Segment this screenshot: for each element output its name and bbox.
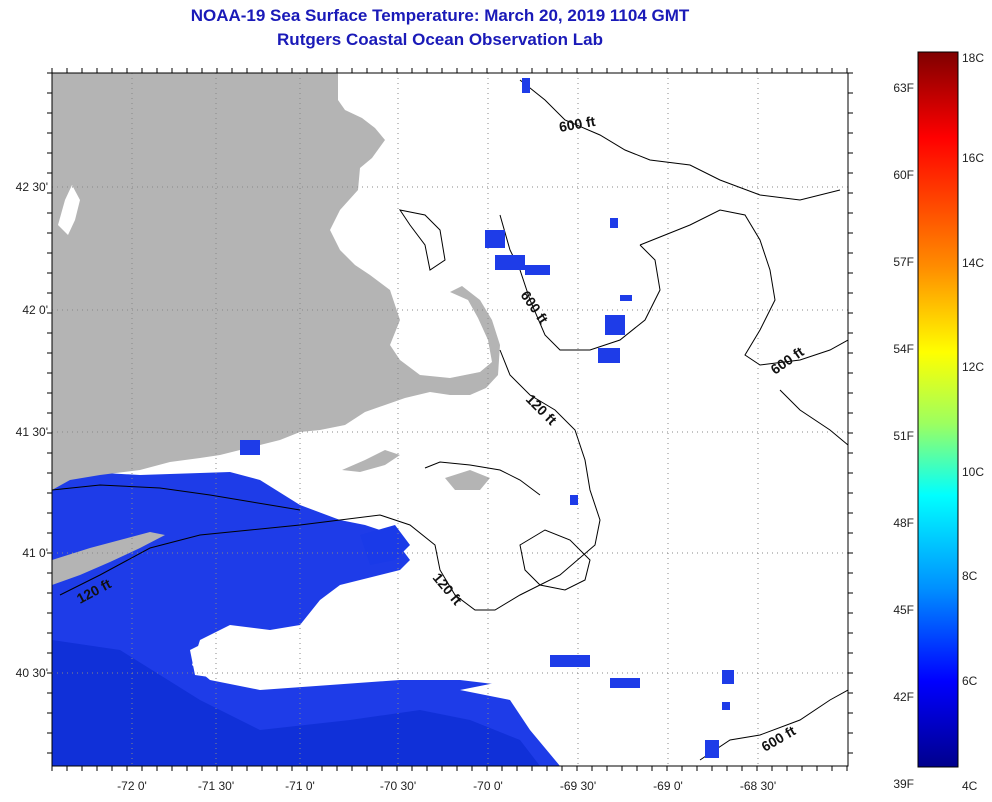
contour-south-600ft [699, 689, 848, 761]
sst-scattered-retrievals [240, 78, 734, 758]
contour-label: 600 ft [558, 113, 597, 135]
land-nantucket [445, 470, 490, 490]
sst-water-deep [52, 640, 540, 766]
celsius-label: 14C [962, 256, 984, 270]
lon-label: -70 30' [380, 779, 416, 793]
cloud-patch [190, 630, 300, 680]
color-scale-bar [917, 51, 959, 768]
fahrenheit-label: 57F [893, 255, 914, 269]
lat-label: 41 0' [22, 546, 48, 560]
sst-water-southeast [360, 525, 410, 565]
lat-lon-grid [52, 73, 848, 766]
fahrenheit-label: 42F [893, 690, 914, 704]
fahrenheit-label: 54F [893, 342, 914, 356]
latitude-axis-labels: 42 30' 42 0' 41 30' 41 0' 40 30' [16, 180, 48, 680]
fahrenheit-label: 45F [893, 603, 914, 617]
land-long-island [52, 532, 165, 585]
map-area [52, 73, 848, 766]
lon-label: -71 30' [198, 779, 234, 793]
contour-shoal-georges [519, 529, 591, 591]
lat-label: 42 30' [16, 180, 48, 194]
lon-label: -72 0' [117, 779, 147, 793]
fahrenheit-label: 60F [893, 168, 914, 182]
contour-600ft-north [519, 79, 841, 201]
tick-marks [47, 68, 853, 771]
cloud-on-land [58, 185, 80, 235]
lon-label: -68 30' [740, 779, 776, 793]
land-new-england [52, 73, 500, 490]
lon-label: -69 30' [560, 779, 596, 793]
celsius-label: 10C [962, 465, 984, 479]
lon-label: -71 0' [285, 779, 315, 793]
fahrenheit-label: 39F [893, 777, 914, 791]
lon-label: -70 0' [473, 779, 503, 793]
celsius-label: 4C [962, 779, 978, 793]
celsius-label: 12C [962, 360, 984, 374]
contour-shoal [398, 209, 446, 271]
celsius-label: 8C [962, 569, 978, 583]
temperature-color-scale: 63F 60F 57F 54F 51F 48F 45F 42F 39F 18C … [893, 51, 984, 793]
map-subtitle: Rutgers Coastal Ocean Observation Lab [277, 30, 603, 49]
longitude-axis-labels: -72 0' -71 30' -71 0' -70 30' -70 0' -69… [117, 779, 776, 793]
fahrenheit-label: 48F [893, 516, 914, 530]
contour-coastal [52, 484, 301, 511]
depth-contours [52, 79, 848, 761]
contour-600ft-east [639, 209, 848, 366]
contour-shoal [424, 461, 541, 496]
land-marthas-vineyard [342, 450, 400, 472]
contour-120ft-cape [59, 349, 601, 611]
map-frame [51, 72, 849, 767]
map-title: NOAA-19 Sea Surface Temperature: March 2… [190, 6, 690, 25]
lon-label: -69 0' [653, 779, 683, 793]
fahrenheit-label: 51F [893, 429, 914, 443]
lat-label: 41 30' [16, 425, 48, 439]
celsius-label: 6C [962, 674, 978, 688]
contour-east-edge [779, 389, 848, 446]
celsius-label: 16C [962, 151, 984, 165]
lat-label: 42 0' [22, 303, 48, 317]
celsius-label: 18C [962, 51, 984, 65]
fahrenheit-label: 63F [893, 81, 914, 95]
cloud-patch [460, 680, 730, 766]
lat-label: 40 30' [16, 666, 48, 680]
